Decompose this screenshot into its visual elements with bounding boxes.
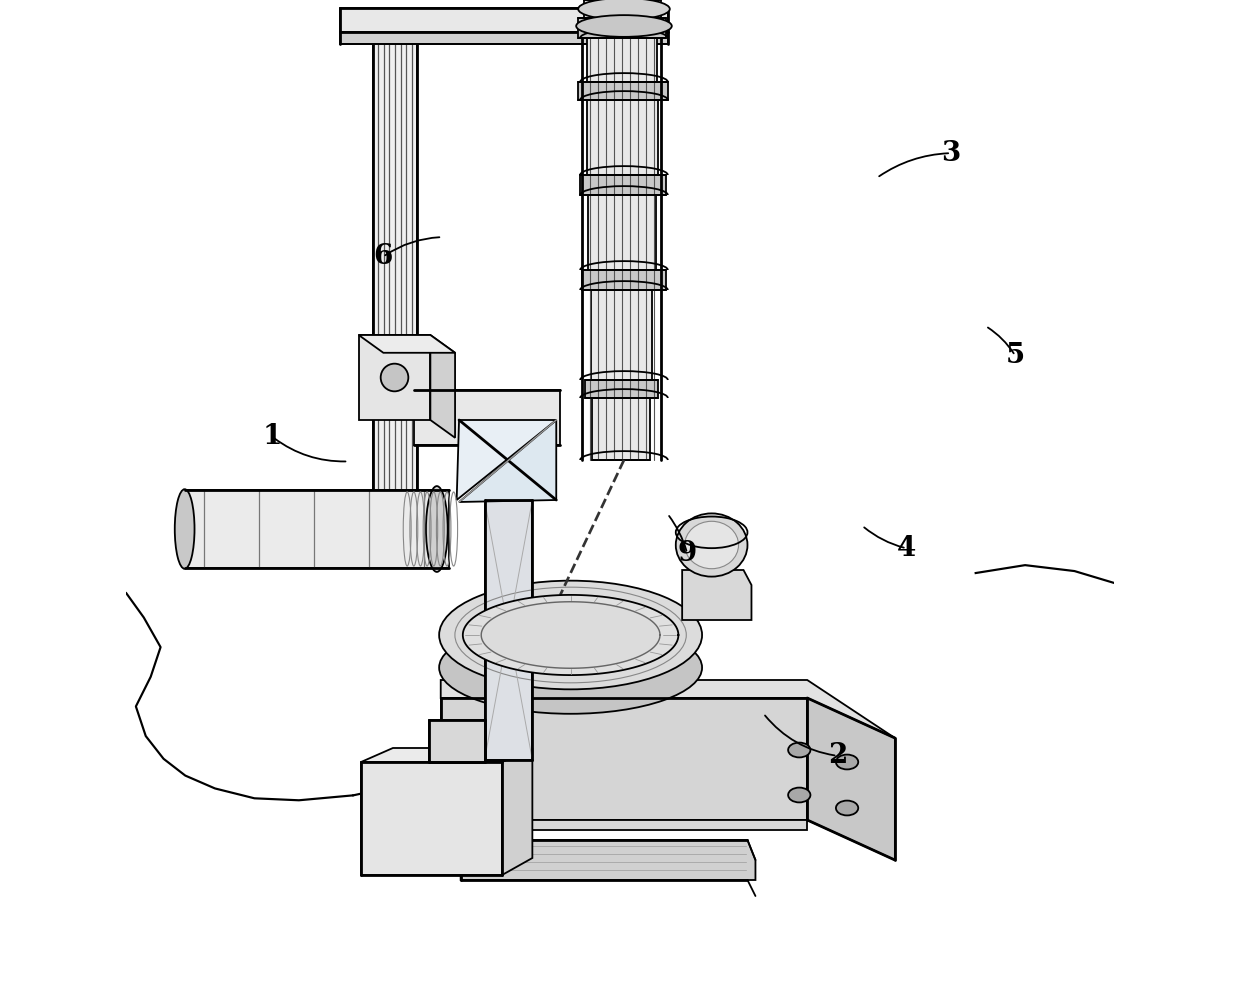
Polygon shape <box>481 602 660 668</box>
Polygon shape <box>463 595 678 675</box>
Polygon shape <box>440 820 807 830</box>
Ellipse shape <box>676 514 748 577</box>
Ellipse shape <box>439 621 702 713</box>
Polygon shape <box>414 390 560 445</box>
Polygon shape <box>502 748 532 875</box>
Ellipse shape <box>427 486 448 572</box>
Polygon shape <box>682 570 751 620</box>
Ellipse shape <box>439 581 702 690</box>
Ellipse shape <box>789 787 811 802</box>
Polygon shape <box>361 748 532 762</box>
Polygon shape <box>430 335 455 438</box>
Polygon shape <box>588 195 656 270</box>
Text: 3: 3 <box>941 139 961 167</box>
Polygon shape <box>585 380 658 398</box>
Polygon shape <box>807 698 895 860</box>
Polygon shape <box>358 335 430 420</box>
Ellipse shape <box>578 0 670 20</box>
Polygon shape <box>361 762 502 875</box>
Polygon shape <box>578 18 666 38</box>
Text: 6: 6 <box>373 243 393 271</box>
Ellipse shape <box>684 522 739 569</box>
Polygon shape <box>373 10 417 520</box>
Polygon shape <box>593 398 650 460</box>
Polygon shape <box>429 720 485 762</box>
Polygon shape <box>587 38 657 82</box>
Polygon shape <box>340 8 668 32</box>
Text: 5: 5 <box>1006 342 1024 370</box>
Polygon shape <box>582 270 666 290</box>
Polygon shape <box>460 840 755 880</box>
Ellipse shape <box>577 15 672 37</box>
Polygon shape <box>485 500 532 760</box>
Polygon shape <box>440 680 895 755</box>
Polygon shape <box>578 82 668 100</box>
Text: 2: 2 <box>827 742 847 770</box>
Polygon shape <box>459 420 557 502</box>
Text: 9: 9 <box>677 539 697 567</box>
Polygon shape <box>456 420 557 500</box>
Text: 4: 4 <box>897 535 916 562</box>
Ellipse shape <box>836 800 858 815</box>
Ellipse shape <box>836 755 858 770</box>
Ellipse shape <box>789 743 811 758</box>
Polygon shape <box>358 335 455 353</box>
Text: 1: 1 <box>263 423 281 451</box>
Polygon shape <box>590 290 652 380</box>
Ellipse shape <box>175 489 195 569</box>
Polygon shape <box>584 0 661 18</box>
Ellipse shape <box>381 364 408 391</box>
Polygon shape <box>580 175 666 195</box>
Polygon shape <box>185 490 449 568</box>
Polygon shape <box>340 32 668 44</box>
Polygon shape <box>440 698 807 820</box>
Polygon shape <box>587 100 658 175</box>
